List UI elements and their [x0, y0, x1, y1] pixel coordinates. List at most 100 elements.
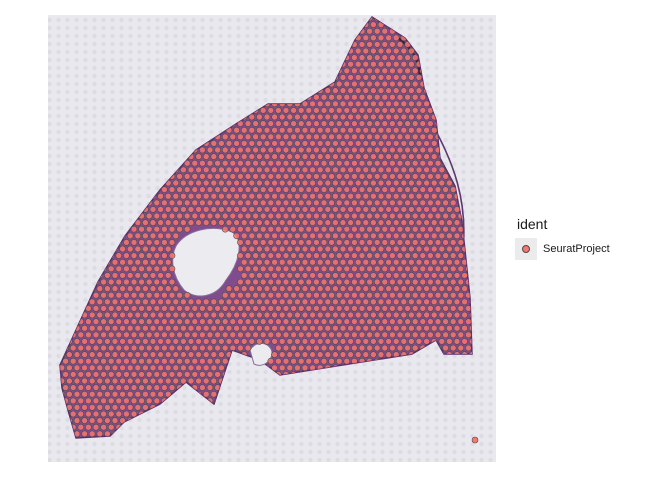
- spot-point: [290, 225, 297, 233]
- spot-point: [145, 318, 153, 325]
- spot-point: [373, 133, 381, 141]
- spot-point: [434, 239, 442, 246]
- spot-point: [172, 219, 180, 226]
- spot-point: [271, 272, 278, 279]
- spot-point: [449, 305, 457, 312]
- spot-point: [362, 126, 370, 134]
- spot-point: [134, 245, 142, 253]
- spot-point: [199, 331, 206, 339]
- spot-point: [301, 219, 309, 226]
- spot-point: [328, 239, 335, 246]
- spot-point: [88, 324, 96, 332]
- spot-point: [396, 212, 404, 220]
- spot-point: [358, 344, 366, 352]
- spot-point: [400, 311, 408, 319]
- spot-point: [229, 199, 237, 207]
- spot-point: [286, 311, 294, 319]
- spot-point: [282, 252, 290, 259]
- spot-point: [225, 285, 233, 292]
- spot-point: [248, 219, 256, 226]
- spot-point: [362, 87, 370, 94]
- spot-point: [411, 344, 419, 352]
- spot-point: [149, 258, 157, 266]
- spot-point: [142, 285, 149, 292]
- spot-point: [392, 100, 400, 108]
- spot-point: [92, 291, 100, 299]
- spot-point: [453, 232, 461, 240]
- spot-point: [92, 397, 100, 405]
- spot-point: [396, 344, 404, 352]
- spot-point: [468, 324, 472, 332]
- spot-point: [164, 364, 172, 372]
- spot-point: [248, 232, 256, 240]
- spot-point: [423, 258, 430, 266]
- spot-point: [210, 179, 218, 187]
- spot-point: [423, 126, 430, 134]
- spot-point: [172, 338, 180, 345]
- spot-point: [404, 318, 411, 325]
- spot-point: [305, 357, 313, 365]
- spot-point: [168, 371, 176, 378]
- spot-point: [157, 219, 164, 226]
- spot-point: [389, 305, 396, 312]
- spot-point: [195, 219, 202, 226]
- spot-point: [457, 344, 465, 352]
- spot-point: [233, 206, 240, 213]
- spot-point: [370, 126, 377, 134]
- spot-point: [313, 344, 320, 352]
- spot-point: [278, 179, 286, 187]
- spot-point: [362, 113, 370, 121]
- spot-point: [191, 186, 199, 193]
- spot-point: [111, 311, 119, 319]
- spot-point: [206, 331, 214, 339]
- spot-point: [370, 153, 377, 160]
- spot-point: [85, 384, 92, 391]
- spot-point: [385, 258, 392, 266]
- spot-point: [343, 93, 351, 101]
- spot-point: [221, 357, 229, 365]
- spot-point: [172, 351, 180, 358]
- spot-point: [180, 338, 187, 345]
- spot-point: [218, 192, 225, 200]
- spot-point: [351, 54, 358, 61]
- spot-point: [351, 252, 358, 259]
- spot-point: [77, 423, 85, 431]
- spot-point: [324, 324, 332, 332]
- spot-point: [286, 206, 294, 213]
- spot-point: [449, 239, 457, 246]
- spot-point: [259, 186, 267, 193]
- spot-point: [218, 179, 225, 187]
- spot-point: [351, 120, 358, 127]
- spot-point: [77, 371, 85, 378]
- spot-point: [81, 351, 88, 358]
- spot-point: [411, 67, 419, 75]
- spot-point: [351, 331, 358, 339]
- spot-point: [457, 291, 465, 299]
- spot-point: [275, 291, 282, 299]
- spot-point: [275, 133, 282, 141]
- spot-point: [373, 331, 381, 339]
- spot-point: [453, 206, 461, 213]
- spot-point: [263, 298, 271, 306]
- spot-point: [446, 324, 453, 332]
- spot-point: [225, 179, 233, 187]
- spot-point: [438, 232, 446, 240]
- spot-point: [252, 239, 259, 246]
- spot-point: [324, 192, 332, 200]
- spot-point: [282, 305, 290, 312]
- spot-point: [210, 311, 218, 319]
- spot-point: [145, 239, 153, 246]
- spot-point: [286, 285, 294, 292]
- spot-point: [111, 285, 119, 292]
- spot-point: [423, 338, 430, 345]
- spot-point: [290, 107, 297, 114]
- spot-point: [142, 324, 149, 332]
- spot-point: [339, 192, 347, 200]
- spot-point: [396, 173, 404, 180]
- spot-point: [419, 173, 427, 180]
- legend: ident SeuratProject: [515, 216, 645, 260]
- spot-point: [471, 436, 479, 444]
- spot-point: [278, 258, 286, 266]
- spot-point: [377, 272, 385, 279]
- spot-point: [282, 107, 290, 114]
